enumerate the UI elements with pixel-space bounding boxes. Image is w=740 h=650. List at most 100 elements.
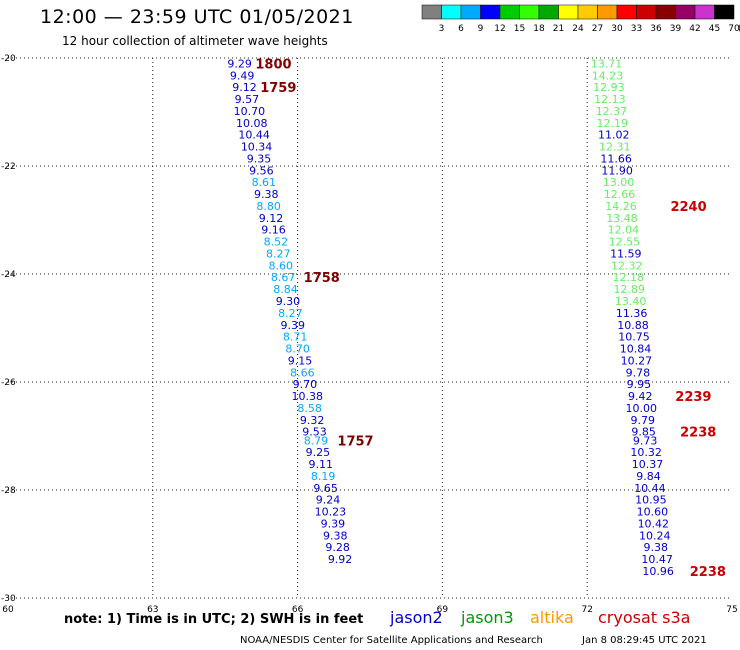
footer-note: note: 1) Time is in UTC; 2) SWH is in fe… [64,612,364,627]
data-point: 8.52 [264,236,289,249]
generation-timestamp: Jan 8 08:29:45 UTC 2021 [582,635,707,646]
data-point: 11.36 [616,307,648,320]
data-point: 8.66 [290,366,315,379]
data-point: 8.61 [252,176,277,189]
x-tick-label: 60 [2,605,14,615]
data-point: 10.44 [238,129,270,142]
data-point: 12.37 [596,105,628,118]
x-tick-label: 69 [437,605,449,615]
data-point: 8.27 [266,247,291,260]
data-point: 9.11 [309,458,334,471]
data-point: 8.19 [311,470,336,483]
data-point: 9.56 [249,164,274,177]
data-point: 9.39 [321,517,346,530]
data-point: 9.12 [232,81,257,94]
data-point: 9.16 [261,224,286,237]
data-point: 13.40 [615,295,647,308]
data-point: 9.25 [306,446,331,459]
data-point: 12.93 [593,81,625,94]
data-point: 12.19 [597,117,629,130]
data-point: 12.32 [611,259,643,272]
data-point: 9.38 [254,188,279,201]
data-point: 10.00 [626,402,658,415]
data-point: 9.73 [633,434,658,447]
data-point: 10.42 [638,517,670,530]
data-point: 9.78 [626,366,651,379]
data-point: 11.66 [600,152,632,165]
data-point: 10.88 [617,319,649,332]
data-point: 12.55 [609,236,641,249]
data-point: 10.84 [620,343,652,356]
time-label: 1758 [304,271,340,286]
data-point: 8.60 [268,259,293,272]
legend-jason3: jason3 [461,608,514,627]
data-point: 9.35 [247,152,272,165]
data-point: 9.38 [323,529,348,542]
y-tick-label: -24 [1,270,16,280]
data-point: 9.85 [631,426,656,439]
y-tick-label: -26 [1,378,16,388]
legend-swatch [577,4,598,20]
data-point: 9.38 [643,541,668,554]
data-point: 9.32 [300,414,325,427]
y-tick-label: -22 [1,162,16,172]
legend-swatch [441,4,462,20]
legend-label: 70 [728,24,740,34]
legend-label: 3 [439,24,445,34]
data-point: 9.65 [313,482,338,495]
data-point: 8.67 [271,271,296,284]
data-point: 10.70 [234,105,266,118]
legend-label: 42 [689,24,700,34]
legend-label: 24 [572,24,584,34]
legend-swatch [519,4,540,20]
time-labels: 1800 1759 1758 1757 2240 2239 2238 2238 [255,57,726,580]
data-point: 10.47 [641,553,673,566]
legend-jason2: jason2 [390,608,443,627]
x-tick-label: 72 [581,605,592,615]
time-label: 1759 [260,81,296,96]
legend-label: 27 [592,24,603,34]
data-point: 10.23 [315,506,347,519]
legend-swatch [597,4,618,20]
legend-label: 15 [514,24,525,34]
data-point: 12.66 [604,188,636,201]
legend-swatch [421,4,442,20]
data-point: 11.02 [598,129,630,142]
data-point: 13.71 [591,57,623,70]
data-point: 11.90 [601,164,633,177]
data-point: 10.34 [241,141,273,154]
time-label: 1800 [255,57,291,72]
data-point: 8.80 [256,200,281,213]
data-point: 9.12 [259,212,284,225]
legend-swatch [460,4,481,20]
legend-altika: altika [530,608,574,627]
data-point: 13.48 [606,212,638,225]
x-tick-label: 66 [292,605,304,615]
data-points: 9.299.499.129.5710.7010.0810.4410.349.35… [227,57,673,578]
legend-swatch [558,4,579,20]
legend-label: (ft) [738,24,740,34]
data-point: 10.27 [621,354,653,367]
legend-label: 30 [611,24,623,34]
y-tick-label: -20 [1,54,16,64]
legend-swatch [616,4,637,20]
data-point: 10.32 [630,446,662,459]
legend-swatch [538,4,559,20]
data-point: 9.28 [325,541,350,554]
data-point: 14.26 [605,200,637,213]
data-point: 10.37 [632,458,664,471]
data-point: 12.89 [613,283,645,296]
legend-swatch [499,4,520,20]
data-point: 13.00 [603,176,635,189]
data-point: 10.44 [634,482,666,495]
data-point: 9.70 [293,378,318,391]
data-point: 8.27 [278,307,303,320]
data-point: 9.30 [276,295,301,308]
data-point: 9.95 [627,378,652,391]
data-point: 9.53 [302,426,327,439]
data-point: 9.57 [235,93,260,106]
y-tick-label: -30 [1,594,16,604]
legend-swatch [480,4,501,20]
